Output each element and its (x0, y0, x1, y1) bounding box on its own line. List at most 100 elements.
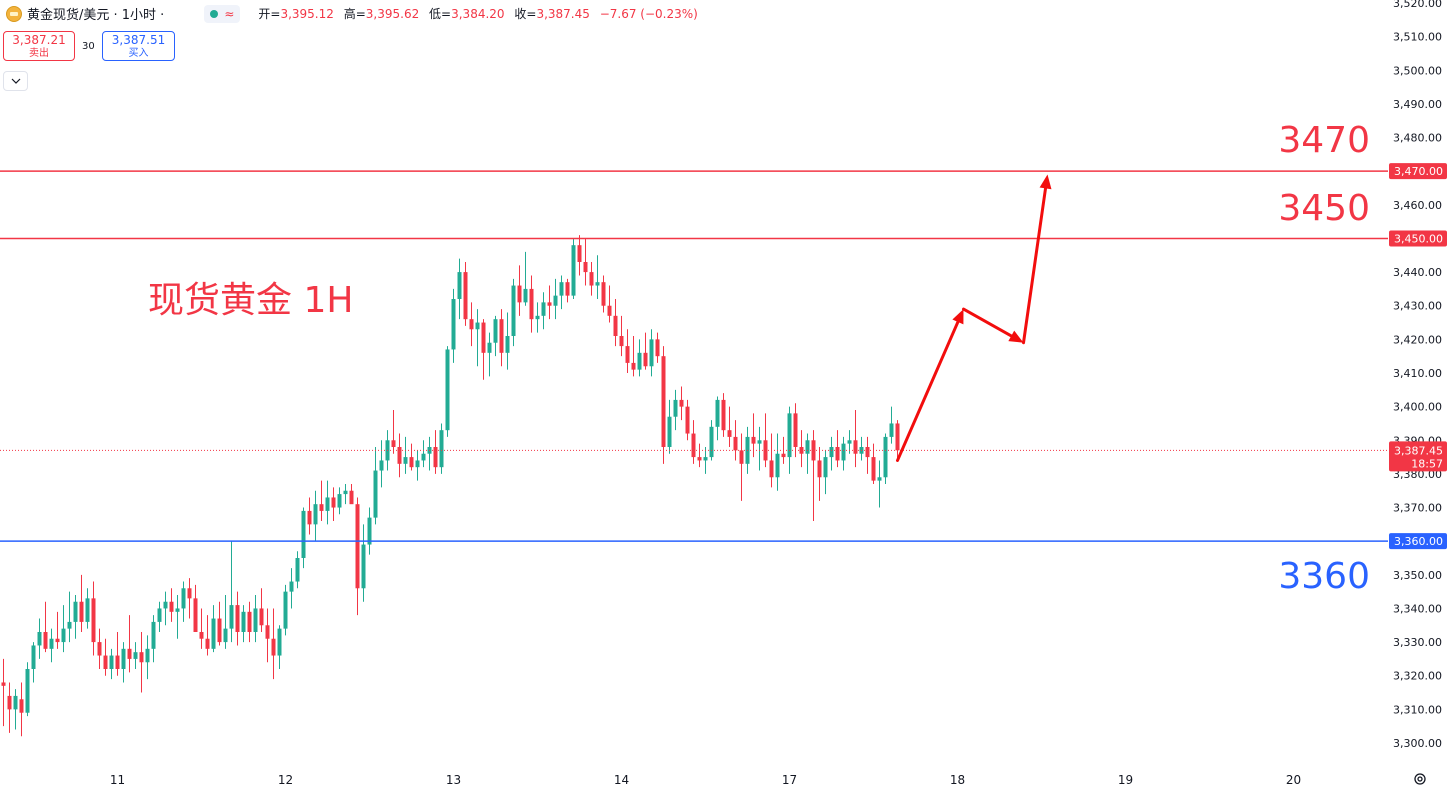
candle-body (511, 285, 516, 336)
candle-body (565, 282, 570, 296)
candle-body (487, 342, 492, 353)
candle-body (583, 262, 588, 273)
last-price-label: 3,387.45 (1394, 444, 1443, 457)
candle-body (793, 413, 798, 447)
buy-button[interactable]: 3,387.51 买入 (102, 31, 175, 61)
sell-label: 卖出 (29, 48, 49, 59)
candle-body (685, 406, 690, 434)
buy-price: 3,387.51 (111, 33, 166, 47)
candle-body (733, 436, 738, 451)
projection-arrows (896, 174, 1052, 462)
candle-body (259, 608, 264, 626)
candle-body (373, 470, 378, 518)
ohlc-readout: 开=3,395.12 高=3,395.62 低=3,384.20 收=3,387… (258, 5, 697, 22)
candle-body (151, 621, 156, 649)
sell-button[interactable]: 3,387.21 卖出 (3, 31, 75, 61)
candle-body (403, 457, 408, 464)
candle-body (643, 352, 648, 367)
candle-body (877, 477, 882, 481)
candle-body (727, 430, 732, 437)
settings-button[interactable] (1412, 771, 1428, 787)
sell-price: 3,387.21 (12, 33, 66, 47)
candle-body (205, 638, 210, 649)
candle-body (601, 282, 606, 306)
price-line-badge (1389, 533, 1447, 550)
candle-body (265, 625, 270, 639)
label-3450: 3450 (1278, 188, 1370, 229)
candle-body (571, 245, 576, 296)
candle-body (73, 601, 78, 622)
candle-body (769, 460, 774, 478)
candle-body (133, 652, 138, 659)
market-status-badge[interactable]: ≈ (204, 4, 241, 23)
candle-body (343, 490, 348, 495)
candle-body (409, 457, 414, 468)
low-label: 低= (429, 7, 452, 21)
candle-body (235, 605, 240, 632)
candle-body (613, 315, 618, 336)
price-line-badge-label: 3,470.00 (1394, 165, 1443, 178)
x-tick-label: 14 (614, 773, 629, 787)
y-tick-label: 3,350.00 (1393, 569, 1442, 582)
candle-body (199, 632, 204, 639)
chevron-down-icon (11, 78, 20, 84)
candle-body (493, 319, 498, 343)
candle-body (817, 460, 822, 478)
candle-body (871, 457, 876, 481)
candle-body (547, 302, 552, 306)
candle-body (331, 497, 336, 508)
candle-body (325, 497, 330, 511)
last-price-badge (1389, 441, 1447, 472)
candle-body (889, 423, 894, 437)
candle-body (595, 282, 600, 286)
candle-body (283, 591, 288, 629)
candle-body (541, 302, 546, 316)
candle-body (847, 440, 852, 444)
x-tick-label: 12 (278, 773, 293, 787)
candle-body (79, 601, 84, 622)
x-tick-label: 11 (110, 773, 125, 787)
x-tick-label: 20 (1286, 773, 1301, 787)
candle-body (439, 430, 444, 468)
candle-body (835, 447, 840, 461)
candle-body (721, 399, 726, 431)
candle-body (271, 638, 276, 656)
candle-body (589, 272, 594, 286)
candles-layer (1, 235, 900, 737)
candle-body (841, 443, 846, 461)
candle-body (865, 447, 870, 458)
y-tick-label: 3,490.00 (1393, 98, 1442, 111)
candle-body (253, 608, 258, 632)
candle-body (319, 504, 324, 511)
countdown-label: 18:57 (1411, 457, 1443, 470)
spread-value: 30 (82, 41, 95, 52)
high-label: 高= (343, 7, 366, 21)
price-line-badge (1389, 230, 1447, 247)
candle-body (247, 611, 252, 632)
candle-body (109, 655, 114, 669)
candle-body (91, 598, 96, 643)
candle-body (277, 628, 282, 656)
candle-body (13, 695, 18, 710)
candle-body (463, 272, 468, 320)
price-lines-layer (0, 170, 1388, 542)
chart-header: 黄金现货/美元 · 1小时 · ≈ 开=3,395.12 高=3,395.62 … (6, 4, 698, 23)
candle-body (367, 517, 372, 545)
candle-body (223, 628, 228, 643)
candle-body (445, 349, 450, 431)
gold-logo-icon (6, 5, 22, 22)
y-tick-label: 3,410.00 (1393, 367, 1442, 380)
collapse-legend-button[interactable] (3, 71, 28, 91)
symbol-title[interactable]: 黄金现货/美元 · 1小时 · (27, 8, 165, 23)
y-tick-label: 3,440.00 (1393, 266, 1442, 279)
candle-body (691, 433, 696, 458)
candle-body (211, 618, 216, 649)
candle-body (169, 601, 174, 612)
candle-body (7, 695, 12, 710)
y-tick-label: 3,420.00 (1393, 333, 1442, 346)
price-line-badge-label: 3,450.00 (1394, 232, 1443, 245)
close-value: 3,387.45 (536, 7, 590, 21)
chart-title-annotation: 现货黄金 1H (148, 280, 353, 321)
open-value: 3,395.12 (280, 7, 334, 21)
